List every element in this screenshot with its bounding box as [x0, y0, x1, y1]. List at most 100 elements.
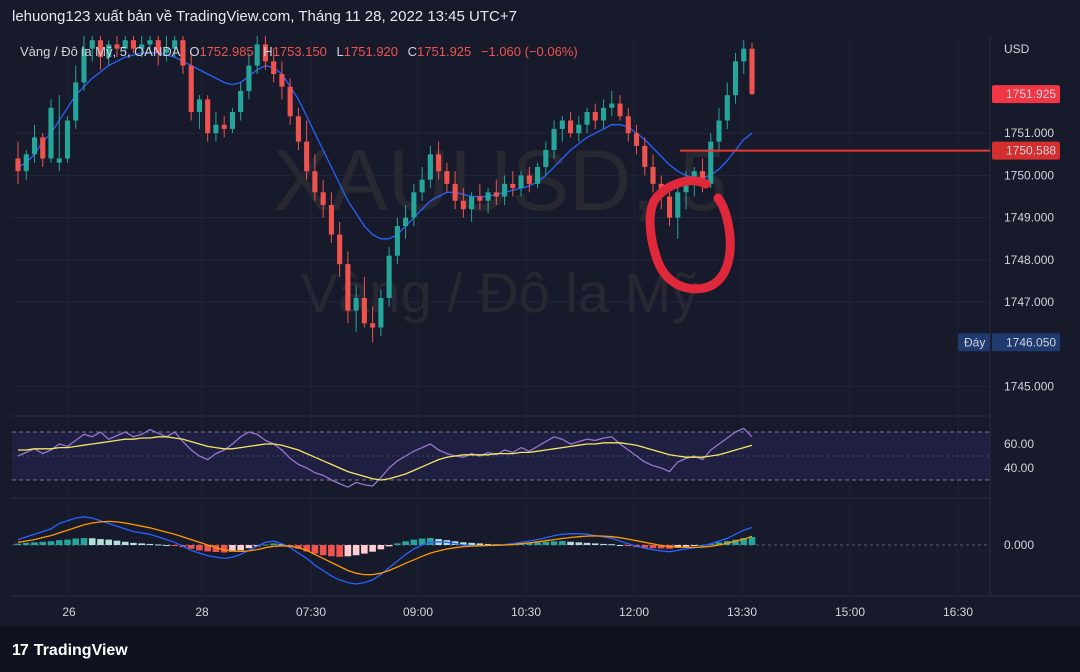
candle [213, 112, 219, 142]
candle [229, 107, 235, 134]
candle [675, 183, 681, 239]
price-axis[interactable]: USD 1745.000 1747.000 1748.000 1749.000 1750.… [958, 42, 1060, 552]
price-tick-label: 1747.000 [1004, 295, 1054, 309]
candle [502, 175, 508, 205]
candle-body [518, 175, 524, 189]
candle-body [81, 48, 87, 83]
candle-body [97, 40, 104, 58]
candle [246, 52, 252, 100]
candle-body [188, 65, 194, 113]
candle-body [427, 154, 433, 180]
candle-body [40, 137, 46, 159]
macd-histogram-bar [121, 541, 129, 545]
candle [576, 116, 582, 142]
candle [353, 285, 359, 332]
time-tick-label: 15:00 [835, 605, 865, 619]
macd-histogram-bar [468, 542, 475, 545]
candle-body [221, 124, 227, 129]
candle-body [724, 95, 730, 121]
legend-change: −1.060 (−0.06%) [480, 44, 578, 59]
macd-histogram-bar [204, 545, 211, 552]
macd-histogram-bar [715, 542, 723, 545]
candle-body [444, 171, 450, 184]
macd-histogram-bar [583, 542, 591, 545]
time-axis[interactable]: 26 28 07:30 09:00 10:30 12:00 13:30 15:00 16:30 [62, 605, 973, 619]
rsi-pane[interactable] [12, 427, 990, 488]
candle-body [584, 112, 590, 125]
macd-histogram-bar [154, 544, 162, 546]
legend-close-label: C [407, 44, 418, 59]
macd-histogram-bar [484, 543, 492, 545]
candle [295, 107, 301, 151]
candle [23, 150, 29, 180]
candle-body [617, 103, 623, 117]
candle [122, 36, 128, 53]
candle-body [89, 40, 95, 49]
candle [97, 36, 104, 70]
annotation-layer [645, 176, 735, 294]
candle-body [180, 40, 186, 66]
macd-histogram-bar [64, 539, 71, 545]
macd-histogram-bar [361, 545, 368, 554]
candle [444, 162, 450, 193]
macd-histogram-bar [616, 545, 624, 546]
macd-pane[interactable] [12, 516, 990, 585]
macd-histogram-bar [229, 545, 236, 552]
candle [666, 188, 673, 227]
macd-histogram-bar [369, 545, 376, 552]
candle-body [337, 234, 343, 265]
macd-histogram-bar [97, 539, 104, 545]
candle-body [716, 120, 722, 142]
candle-body [328, 204, 334, 235]
candle [361, 276, 367, 328]
macd-histogram-bar [534, 542, 541, 545]
candle [600, 99, 607, 129]
candle [172, 36, 178, 58]
symbol-legend[interactable]: Vàng / Đô la Mỹ, 5, OANDA O1752.985 H175… [20, 44, 578, 59]
candle-body [675, 192, 681, 218]
macd-histogram-bar [410, 539, 418, 545]
rsi-ma-line [18, 436, 753, 481]
macd-histogram-bar [641, 545, 649, 548]
candle [238, 82, 244, 121]
macd-histogram-bar [31, 542, 38, 545]
macd-histogram-bar [270, 543, 277, 545]
candle-body [625, 116, 631, 134]
candle-body [378, 297, 384, 328]
macd-histogram-bar [278, 544, 286, 546]
price-pane[interactable] [15, 36, 990, 343]
candle [320, 179, 326, 218]
tradingview-logo-icon: 17 [12, 642, 29, 659]
candle [221, 116, 227, 138]
macd-histogram-bar [47, 541, 55, 545]
last-price-tag [992, 85, 1060, 104]
candle-body [741, 48, 747, 62]
candle [139, 36, 145, 58]
candle-body [229, 112, 235, 129]
candle [708, 133, 714, 189]
legend-low-label: L [336, 44, 344, 59]
macd-histogram-bar [352, 545, 360, 556]
candle-body [106, 44, 112, 58]
tradingview-footer[interactable]: 17 TradingView [12, 642, 128, 660]
macd-histogram-bar [674, 545, 682, 548]
watermark-ticker: XAUUSD, 5 [273, 133, 727, 229]
candle-body [633, 133, 640, 146]
candle [543, 141, 549, 176]
macd-histogram-bar [657, 545, 665, 549]
macd-histogram-bar [682, 545, 690, 547]
macd-histogram-bar [344, 545, 352, 557]
candle-body [139, 44, 145, 49]
candle [526, 166, 532, 193]
candle-body [295, 116, 301, 142]
macd-histogram-bar [303, 545, 310, 552]
candle-body [196, 99, 202, 113]
watermark: XAUUSD, 5 Vàng / Đô la Mỹ [273, 133, 727, 324]
tradingview-brand: TradingView [33, 642, 128, 659]
candle-body [254, 44, 260, 66]
candle [403, 204, 409, 239]
candle [411, 183, 417, 227]
candle-body [403, 217, 409, 227]
